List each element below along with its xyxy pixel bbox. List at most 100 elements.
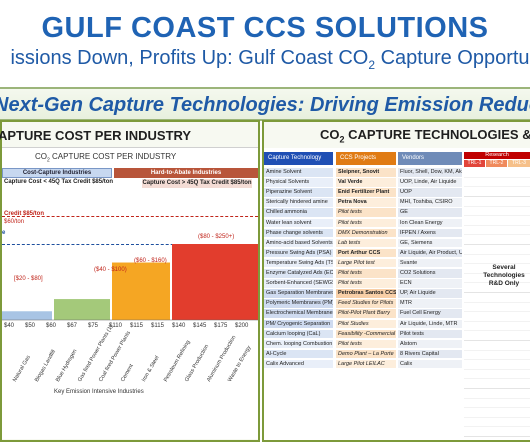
vendor-cell: Air Liquide, Linde, MTR bbox=[398, 319, 462, 330]
technology-cell: Polymeric Membranes (PM) bbox=[264, 299, 333, 309]
research-grid bbox=[464, 168, 530, 440]
chart-title-a: CO bbox=[35, 152, 47, 161]
low-cost-note: Capture Cost < 45Q Tax Credit $85/ton bbox=[4, 179, 114, 185]
project-cell: Large Pilot test bbox=[336, 258, 396, 269]
technology-cell: Calix Advanced bbox=[264, 359, 333, 370]
project-cell: Feed Studies for Pilots bbox=[336, 299, 396, 309]
hard-to-abate-segment: Hard-to-Abate Industries bbox=[114, 168, 258, 178]
technologies-panel: CO2 CAPTURE TECHNOLOGIES & M Capture Tec… bbox=[262, 120, 530, 442]
technology-cell: Chem. looping Combustion bbox=[264, 339, 333, 350]
technology-cell: Temperature Swing Ads (TSA) bbox=[264, 258, 333, 269]
cost-range-bar bbox=[172, 244, 258, 320]
vendor-cell: Air Liquide, Air Product, UOP bbox=[398, 248, 462, 259]
value-label: $50 bbox=[25, 323, 36, 329]
vendor-cell: Fluor, Shell, Dow, KM, Aker bbox=[398, 168, 462, 178]
vendor-cell: CO2 Solutions bbox=[398, 269, 462, 279]
subtitle-subscript: 2 bbox=[368, 58, 376, 72]
main-title: GULF COAST CCS SOLUTIONS bbox=[41, 12, 489, 44]
trl-2-label: TRL-2 bbox=[486, 160, 507, 167]
value-label: $60 bbox=[46, 323, 57, 329]
range-label: ($80 - $250+) bbox=[198, 234, 235, 240]
value-label: $175 bbox=[214, 323, 228, 329]
vendor-cell: GE bbox=[398, 208, 462, 218]
value-label: $67 bbox=[67, 323, 78, 329]
vendor-cell: UOP, Linde, Air Liquide bbox=[398, 178, 462, 188]
vendor-cell: Calix bbox=[398, 359, 462, 370]
vendor-cell: ECN bbox=[398, 279, 462, 289]
project-cell: Feasibility -Commercial bbox=[336, 329, 396, 340]
chart-title-sub: 2 bbox=[47, 157, 50, 164]
vendor-cell: GE, Siemens bbox=[398, 238, 462, 249]
subtitle: issions Down, Profits Up: Gulf Coast CO2… bbox=[0, 47, 530, 72]
technology-cell: Calcium looping (CaL) bbox=[264, 329, 333, 340]
technology-cell: Phase change solvents bbox=[264, 228, 333, 239]
project-cell: Val Verde bbox=[336, 178, 396, 188]
subtitle-main: issions Down, Profits Up: Gulf Coast CO bbox=[10, 47, 369, 69]
project-cell: Port Arthur CCS bbox=[336, 248, 396, 259]
tax-credit-label: Credit $85/ton bbox=[4, 211, 45, 217]
subtitle-tail: Capture Opportu bbox=[375, 47, 530, 69]
vendor-cell: Pilot tests bbox=[398, 329, 462, 340]
technologies-heading-a: CO bbox=[320, 127, 340, 142]
chart-footer: Key Emission Intensive Industries bbox=[54, 389, 144, 395]
technology-cell: Gas Separation Membranes bbox=[264, 289, 333, 299]
vendor-cell: MHI, Toshiba, CSIRO bbox=[398, 198, 462, 208]
vendor-cell: IFPEN / Axens bbox=[398, 228, 462, 239]
technology-cell: Electrochemical Membranes bbox=[264, 309, 333, 319]
column-header-technology: Capture Technology bbox=[264, 152, 333, 165]
cost-bars-svg bbox=[2, 244, 258, 321]
project-cell: Pilot Studies bbox=[336, 319, 396, 330]
range-label: ($40 - $100) bbox=[94, 267, 127, 273]
technology-cell: Sterically hindered amine bbox=[264, 198, 333, 208]
technology-cell: Physical Solvents bbox=[264, 178, 333, 188]
technology-cell: Amine Solvent bbox=[264, 168, 333, 178]
vendor-cell: UP, Air Liquide bbox=[398, 289, 462, 299]
capture-cost-heading: APTURE COST PER INDUSTRY bbox=[0, 128, 192, 143]
value-label: $140 bbox=[172, 323, 186, 329]
blue-reference-line bbox=[2, 244, 258, 245]
technology-cell: Pressure Swing Ads (PSA) bbox=[264, 248, 333, 259]
range-label: [$20 - $80] bbox=[14, 276, 43, 282]
vendor-cell: UOP bbox=[398, 188, 462, 198]
trl-3-label: TRL-3 bbox=[508, 160, 530, 167]
project-cell: Pilot tests bbox=[336, 269, 396, 279]
range-label: ($60 - $160) bbox=[134, 258, 167, 264]
chart-title-b: CAPTURE COST PER INDUSTRY bbox=[49, 152, 177, 161]
project-cell: Petrobras Santos CCS bbox=[336, 289, 396, 299]
value-label: $75 bbox=[88, 323, 99, 329]
project-cell: Sleipner, Snovit bbox=[336, 168, 396, 178]
research-header: Research bbox=[464, 152, 530, 159]
technology-cell: Piperazine Solvent bbox=[264, 188, 333, 198]
vendor-cell: Alstom bbox=[398, 339, 462, 350]
project-cell: Large Pilot LEILAC bbox=[336, 359, 396, 370]
vendor-cell: 8 Rivers Capital bbox=[398, 349, 462, 360]
technologies-heading-b: CAPTURE TECHNOLOGIES & M bbox=[344, 127, 530, 142]
blue-reference-label: e bbox=[2, 230, 6, 236]
vendor-cell: MTR bbox=[398, 299, 462, 309]
technology-cell: Enzyme Catalyzed Ads (ECA) bbox=[264, 269, 333, 279]
value-label: $145 bbox=[193, 323, 207, 329]
column-header-vendors: Vendors bbox=[398, 152, 462, 165]
vendor-cell: Svante bbox=[398, 258, 462, 269]
technology-cell: Water lean solvent bbox=[264, 218, 333, 229]
low-cost-segment: Cost-Capture Industries bbox=[2, 168, 112, 178]
project-cell: DMX Demonstration bbox=[336, 228, 396, 239]
cost-range-bar bbox=[54, 299, 110, 320]
banner-text: Next-Gen Capture Technologies: Driving E… bbox=[0, 94, 530, 116]
technologies-table: Capture Technology CCS Projects Vendors … bbox=[264, 148, 530, 440]
technology-cell: PM/ Cryogenic Separation bbox=[264, 319, 333, 330]
value-label: $115 bbox=[130, 323, 143, 329]
project-cell: Pilot tests bbox=[336, 279, 396, 289]
project-cell: Pilot tests bbox=[336, 339, 396, 350]
value-label: $40 bbox=[4, 323, 15, 329]
technologies-heading: CO2 CAPTURE TECHNOLOGIES & M bbox=[320, 127, 530, 145]
capture-cost-chart: CO2 CAPTURE COST PER INDUSTRY Cost-Captu… bbox=[2, 147, 258, 439]
project-cell: Pilot tests bbox=[336, 218, 396, 229]
project-cell: Pilot-Pilot Plant Barry bbox=[336, 309, 396, 319]
cost-range-bar bbox=[2, 311, 52, 320]
technology-cell: Sorbent-Enhanced (SEWGS) bbox=[264, 279, 333, 289]
project-cell: Pilot tests bbox=[336, 208, 396, 218]
capture-cost-panel: APTURE COST PER INDUSTRY CO2 CAPTURE COS… bbox=[0, 120, 260, 442]
technology-cell: Al-Cycle bbox=[264, 349, 333, 360]
technologies-heading-sub: 2 bbox=[339, 134, 345, 145]
